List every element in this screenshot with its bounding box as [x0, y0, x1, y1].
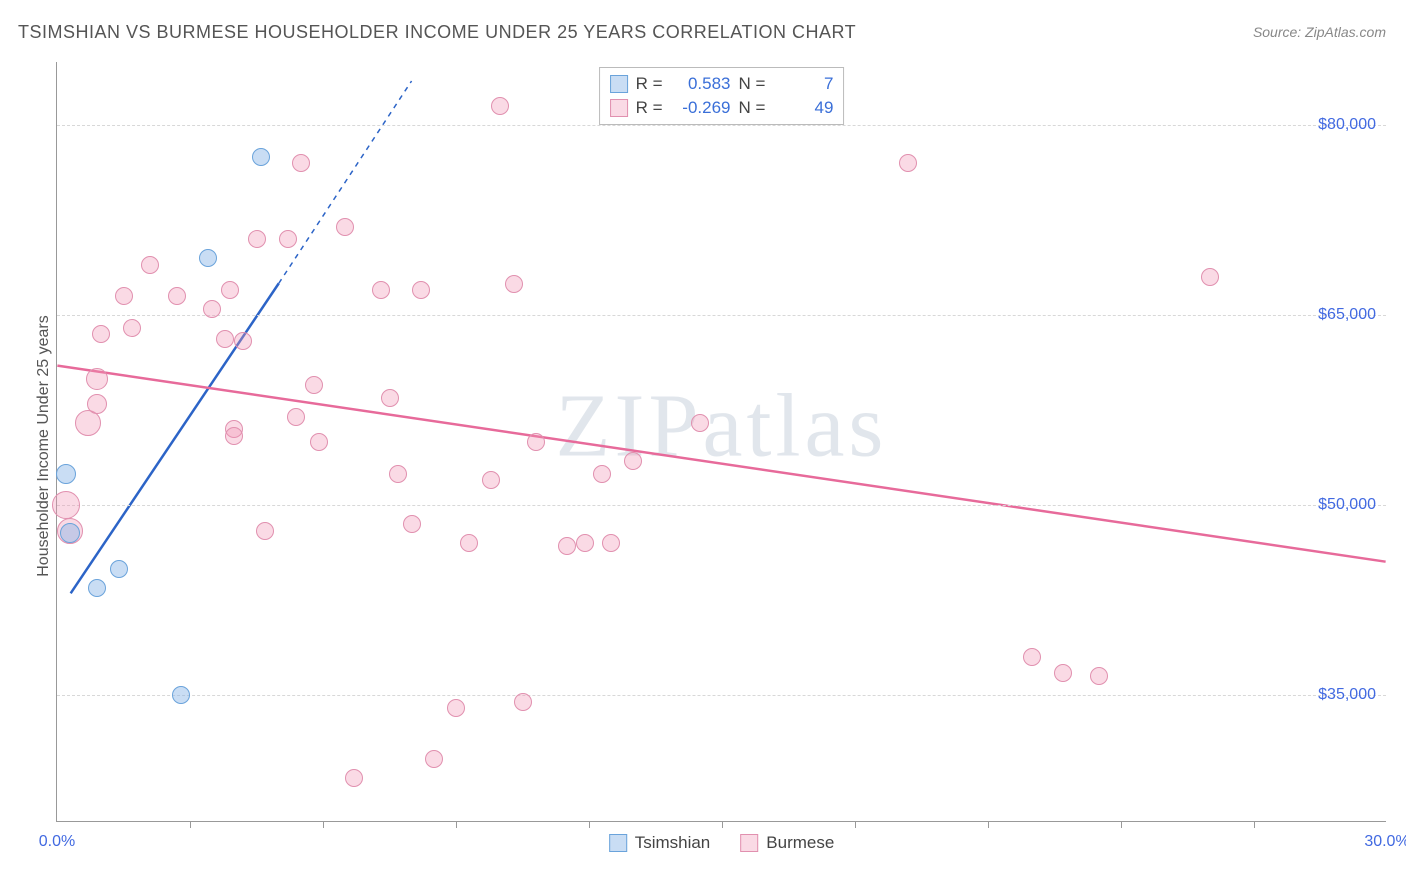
y-tick-label: $35,000 [1318, 686, 1376, 704]
legend-label-a: Tsimshian [635, 833, 711, 853]
r-value-b: -0.269 [671, 98, 731, 118]
data-point [336, 218, 354, 236]
x-tick [855, 821, 856, 828]
gridline-h [57, 695, 1386, 696]
data-point [234, 332, 252, 350]
data-point [491, 97, 509, 115]
data-point [412, 281, 430, 299]
data-point [141, 256, 159, 274]
x-label-min: 0.0% [39, 833, 75, 851]
data-point [305, 376, 323, 394]
n-label: N = [739, 98, 766, 118]
data-point [199, 249, 217, 267]
data-point [110, 560, 128, 578]
data-point [172, 686, 190, 704]
data-point [88, 579, 106, 597]
gridline-h [57, 505, 1386, 506]
data-point [1023, 648, 1041, 666]
chart-container: TSIMSHIAN VS BURMESE HOUSEHOLDER INCOME … [0, 0, 1406, 892]
r-label: R = [636, 98, 663, 118]
data-point [389, 465, 407, 483]
data-point [216, 330, 234, 348]
y-tick-label: $65,000 [1318, 306, 1376, 324]
stats-row-a: R = 0.583 N = 7 [610, 72, 834, 96]
n-value-b: 49 [773, 98, 833, 118]
swatch-b [740, 834, 758, 852]
r-label: R = [636, 74, 663, 94]
x-label-max: 30.0% [1364, 833, 1406, 851]
swatch-a [609, 834, 627, 852]
data-point [527, 433, 545, 451]
stats-legend-box: R = 0.583 N = 7 R = -0.269 N = 49 [599, 67, 845, 125]
data-point [292, 154, 310, 172]
data-point [56, 464, 76, 484]
legend-item-b: Burmese [740, 833, 834, 853]
x-tick [1254, 821, 1255, 828]
stats-row-b: R = -0.269 N = 49 [610, 96, 834, 120]
y-axis-title: Householder Income Under 25 years [35, 315, 53, 576]
data-point [691, 414, 709, 432]
x-tick [190, 821, 191, 828]
x-tick [988, 821, 989, 828]
data-point [1090, 667, 1108, 685]
data-point [593, 465, 611, 483]
n-label: N = [739, 74, 766, 94]
data-point [460, 534, 478, 552]
swatch-a [610, 75, 628, 93]
data-point [576, 534, 594, 552]
data-point [256, 522, 274, 540]
x-tick [323, 821, 324, 828]
r-value-a: 0.583 [671, 74, 731, 94]
data-point [310, 433, 328, 451]
data-point [447, 699, 465, 717]
data-point [505, 275, 523, 293]
data-point [514, 693, 532, 711]
trend-lines [57, 62, 1386, 821]
source-label: Source: ZipAtlas.com [1253, 24, 1386, 40]
legend-item-a: Tsimshian [609, 833, 711, 853]
data-point [252, 148, 270, 166]
y-tick-label: $80,000 [1318, 116, 1376, 134]
legend-label-b: Burmese [766, 833, 834, 853]
data-point [1201, 268, 1219, 286]
data-point [287, 408, 305, 426]
data-point [92, 325, 110, 343]
data-point [558, 537, 576, 555]
data-point [52, 491, 80, 519]
data-point [221, 281, 239, 299]
x-tick [1121, 821, 1122, 828]
data-point [345, 769, 363, 787]
data-point [60, 523, 80, 543]
x-tick [722, 821, 723, 828]
data-point [123, 319, 141, 337]
swatch-b [610, 99, 628, 117]
data-point [372, 281, 390, 299]
y-tick-label: $50,000 [1318, 496, 1376, 514]
data-point [899, 154, 917, 172]
data-point [168, 287, 186, 305]
gridline-h [57, 125, 1386, 126]
x-tick [456, 821, 457, 828]
x-tick [589, 821, 590, 828]
data-point [381, 389, 399, 407]
gridline-h [57, 315, 1386, 316]
data-point [602, 534, 620, 552]
plot-area: ZIPatlas R = 0.583 N = 7 R = -0.269 N = … [56, 62, 1386, 822]
data-point [1054, 664, 1072, 682]
watermark: ZIPatlas [556, 375, 888, 478]
data-point [279, 230, 297, 248]
data-point [425, 750, 443, 768]
data-point [86, 368, 108, 390]
data-point [87, 394, 107, 414]
data-point [403, 515, 421, 533]
data-point [482, 471, 500, 489]
n-value-a: 7 [773, 74, 833, 94]
data-point [624, 452, 642, 470]
data-point [248, 230, 266, 248]
data-point [225, 427, 243, 445]
chart-title: TSIMSHIAN VS BURMESE HOUSEHOLDER INCOME … [18, 22, 856, 43]
data-point [203, 300, 221, 318]
data-point [115, 287, 133, 305]
bottom-legend: Tsimshian Burmese [609, 833, 835, 853]
